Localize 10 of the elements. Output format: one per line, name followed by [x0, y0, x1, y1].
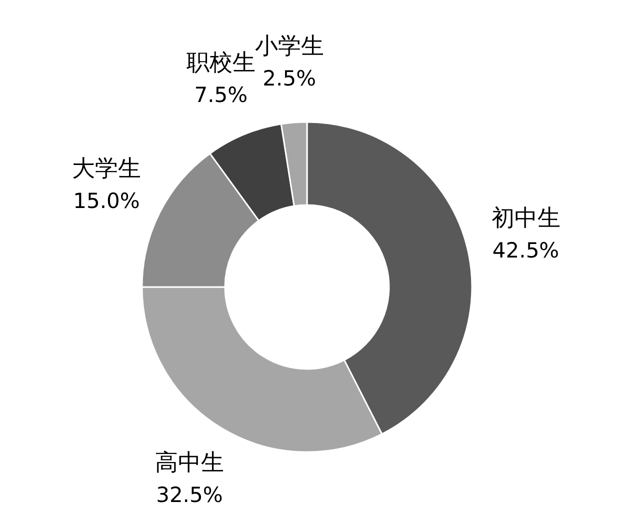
slice-label: 职校生 [186, 50, 256, 76]
slice-label: 小学生 [254, 34, 324, 60]
slice-label: 高中生 [154, 450, 224, 476]
data-label: 42.5% [492, 238, 560, 262]
slice-label: 初中生 [491, 205, 560, 232]
data-label: 7.5% [194, 83, 248, 108]
data-label: 15.0% [73, 188, 140, 213]
slice-label: 大学生 [72, 156, 142, 182]
data-label: 32.5% [156, 482, 223, 507]
data-label: 2.5% [262, 66, 316, 91]
